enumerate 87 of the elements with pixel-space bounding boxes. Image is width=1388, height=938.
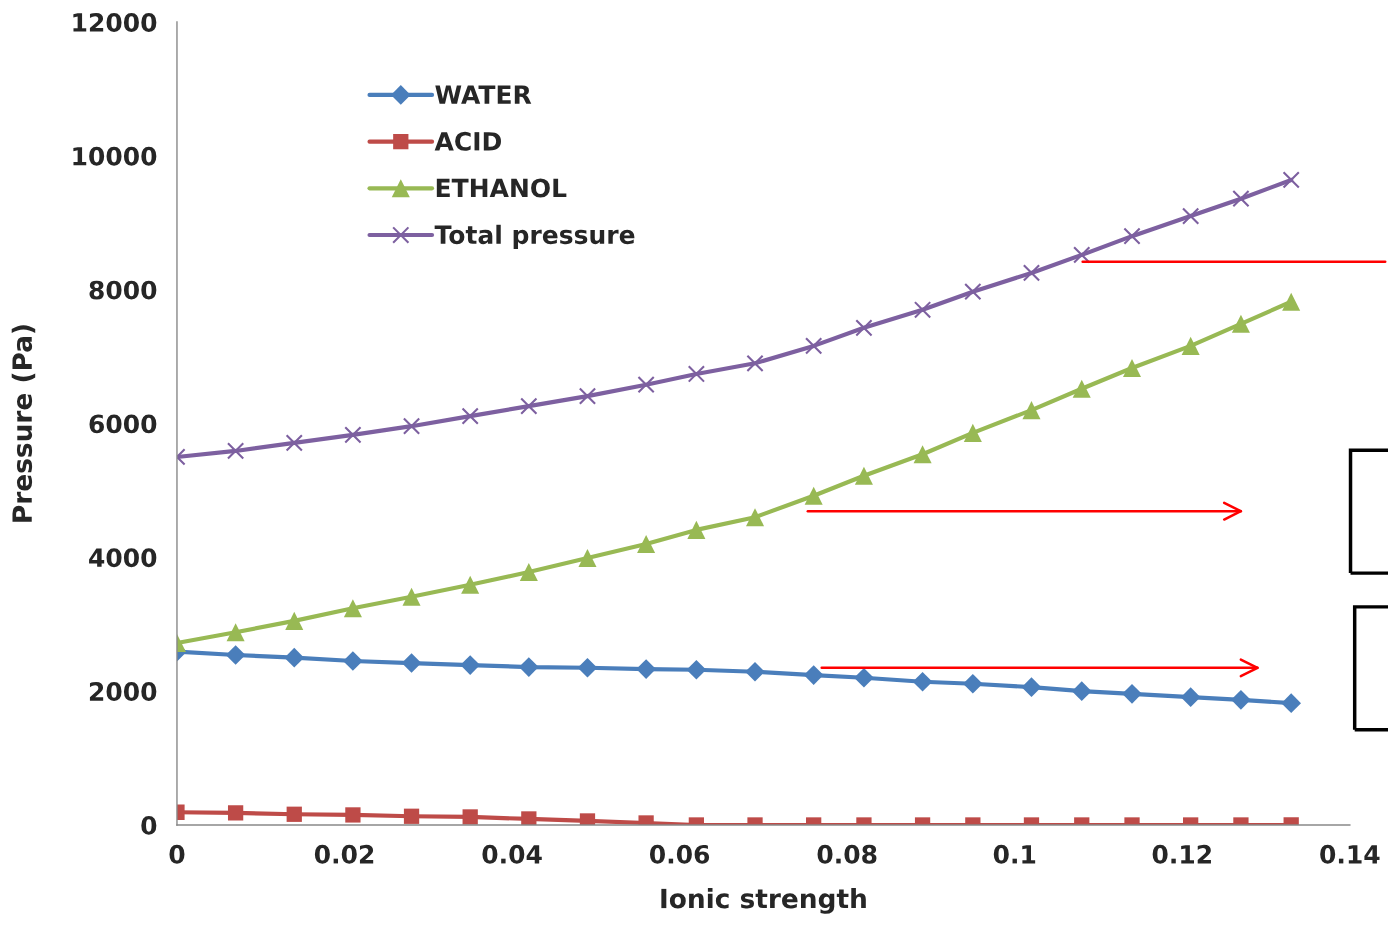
point xyxy=(285,611,304,630)
point xyxy=(344,426,362,444)
point xyxy=(286,806,302,822)
y-tick-label: 6000 xyxy=(89,414,157,434)
legend-label: Total pressure xyxy=(434,224,635,249)
point xyxy=(520,397,538,415)
point xyxy=(1282,292,1301,311)
y-tick-label: 12000 xyxy=(73,12,157,32)
point xyxy=(804,486,823,505)
point xyxy=(854,667,874,688)
y-tick-label: 0 xyxy=(141,815,157,835)
point xyxy=(1281,693,1302,714)
point xyxy=(804,337,823,355)
point xyxy=(803,665,824,685)
point xyxy=(1180,687,1201,707)
point xyxy=(1122,358,1142,377)
point xyxy=(686,659,707,680)
point xyxy=(1122,684,1142,704)
point xyxy=(1181,336,1200,355)
x-tick-label: 0.08 xyxy=(817,844,877,864)
point xyxy=(284,647,305,668)
point xyxy=(1123,227,1141,245)
point xyxy=(913,301,932,319)
point xyxy=(636,659,656,679)
point xyxy=(745,661,765,682)
y-tick-label: 8000 xyxy=(89,280,157,300)
point xyxy=(226,623,245,642)
legend-label: ACID xyxy=(434,131,501,151)
point xyxy=(402,587,421,606)
x-tick-label: 0.14 xyxy=(1320,844,1380,864)
x-tick-label: 0 xyxy=(169,844,185,864)
point xyxy=(227,805,244,821)
point xyxy=(1072,379,1091,398)
point xyxy=(1022,264,1041,282)
point xyxy=(746,354,764,372)
point xyxy=(637,534,656,553)
point xyxy=(578,548,597,568)
point xyxy=(1021,677,1042,697)
point xyxy=(1231,690,1251,710)
point xyxy=(1181,207,1200,225)
x-tick-label: 0.04 xyxy=(482,844,542,864)
point xyxy=(912,671,933,692)
point xyxy=(578,387,597,405)
point xyxy=(1232,190,1250,208)
y-tick-label: 4000 xyxy=(89,548,157,568)
point xyxy=(226,442,245,460)
point xyxy=(521,811,537,825)
y-tick-label: 2000 xyxy=(89,682,157,701)
point xyxy=(1073,246,1091,264)
x-tick-label: 0.1 xyxy=(993,844,1036,864)
point xyxy=(1231,314,1250,333)
point xyxy=(687,520,706,539)
point xyxy=(855,319,873,337)
y-tick-label: 10000 xyxy=(73,146,157,166)
x-tick-label: 0.02 xyxy=(314,844,374,864)
point xyxy=(345,807,361,823)
point xyxy=(401,653,422,673)
legend-label: WATER xyxy=(435,85,532,104)
point xyxy=(461,575,480,594)
point xyxy=(745,508,765,527)
x-axis-title: Ionic strength xyxy=(661,888,866,914)
point xyxy=(519,563,538,582)
point xyxy=(462,809,478,825)
point xyxy=(963,423,982,442)
point xyxy=(964,283,982,301)
point xyxy=(1022,401,1041,420)
point xyxy=(461,407,479,425)
point xyxy=(1071,681,1092,701)
x-tick-label: 0.06 xyxy=(649,844,710,864)
point xyxy=(403,808,420,824)
point xyxy=(913,445,932,464)
point xyxy=(687,365,706,383)
point xyxy=(460,655,481,675)
point xyxy=(285,434,303,452)
point xyxy=(519,657,539,677)
point xyxy=(637,376,655,394)
point xyxy=(963,673,983,694)
point xyxy=(577,657,598,678)
point xyxy=(1282,171,1300,189)
y-axis-title: Pressure (Pa) xyxy=(11,325,36,522)
point xyxy=(225,645,246,665)
x-tick-label: 0.12 xyxy=(1152,844,1211,864)
point xyxy=(343,651,363,671)
point xyxy=(402,417,421,435)
point xyxy=(854,466,873,485)
point xyxy=(343,599,362,618)
legend-label: ETHANOL xyxy=(436,178,567,198)
